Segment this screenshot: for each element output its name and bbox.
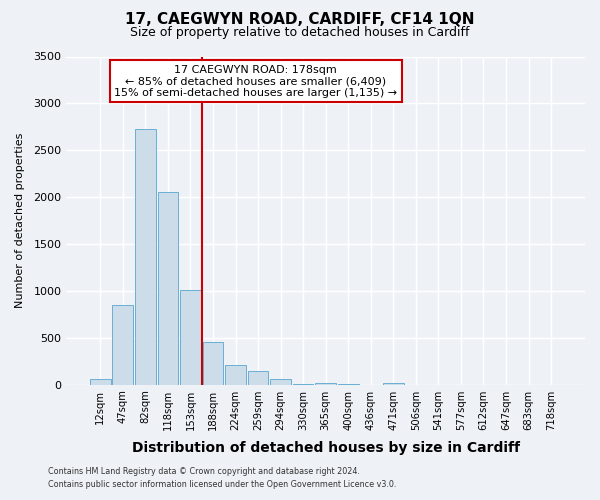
Text: Contains HM Land Registry data © Crown copyright and database right 2024.
Contai: Contains HM Land Registry data © Crown c… <box>48 468 397 489</box>
X-axis label: Distribution of detached houses by size in Cardiff: Distribution of detached houses by size … <box>131 441 520 455</box>
Bar <box>383 383 404 384</box>
Bar <box>135 128 156 384</box>
Bar <box>270 380 291 384</box>
Bar <box>90 380 110 384</box>
Bar <box>203 342 223 384</box>
Bar <box>180 290 201 384</box>
Bar <box>315 383 336 384</box>
Y-axis label: Number of detached properties: Number of detached properties <box>15 133 25 308</box>
Text: 17, CAEGWYN ROAD, CARDIFF, CF14 1QN: 17, CAEGWYN ROAD, CARDIFF, CF14 1QN <box>125 12 475 28</box>
Bar <box>248 371 268 384</box>
Text: Size of property relative to detached houses in Cardiff: Size of property relative to detached ho… <box>130 26 470 39</box>
Text: 17 CAEGWYN ROAD: 178sqm
← 85% of detached houses are smaller (6,409)
15% of semi: 17 CAEGWYN ROAD: 178sqm ← 85% of detache… <box>114 64 397 98</box>
Bar <box>112 305 133 384</box>
Bar <box>225 365 246 384</box>
Bar <box>158 192 178 384</box>
